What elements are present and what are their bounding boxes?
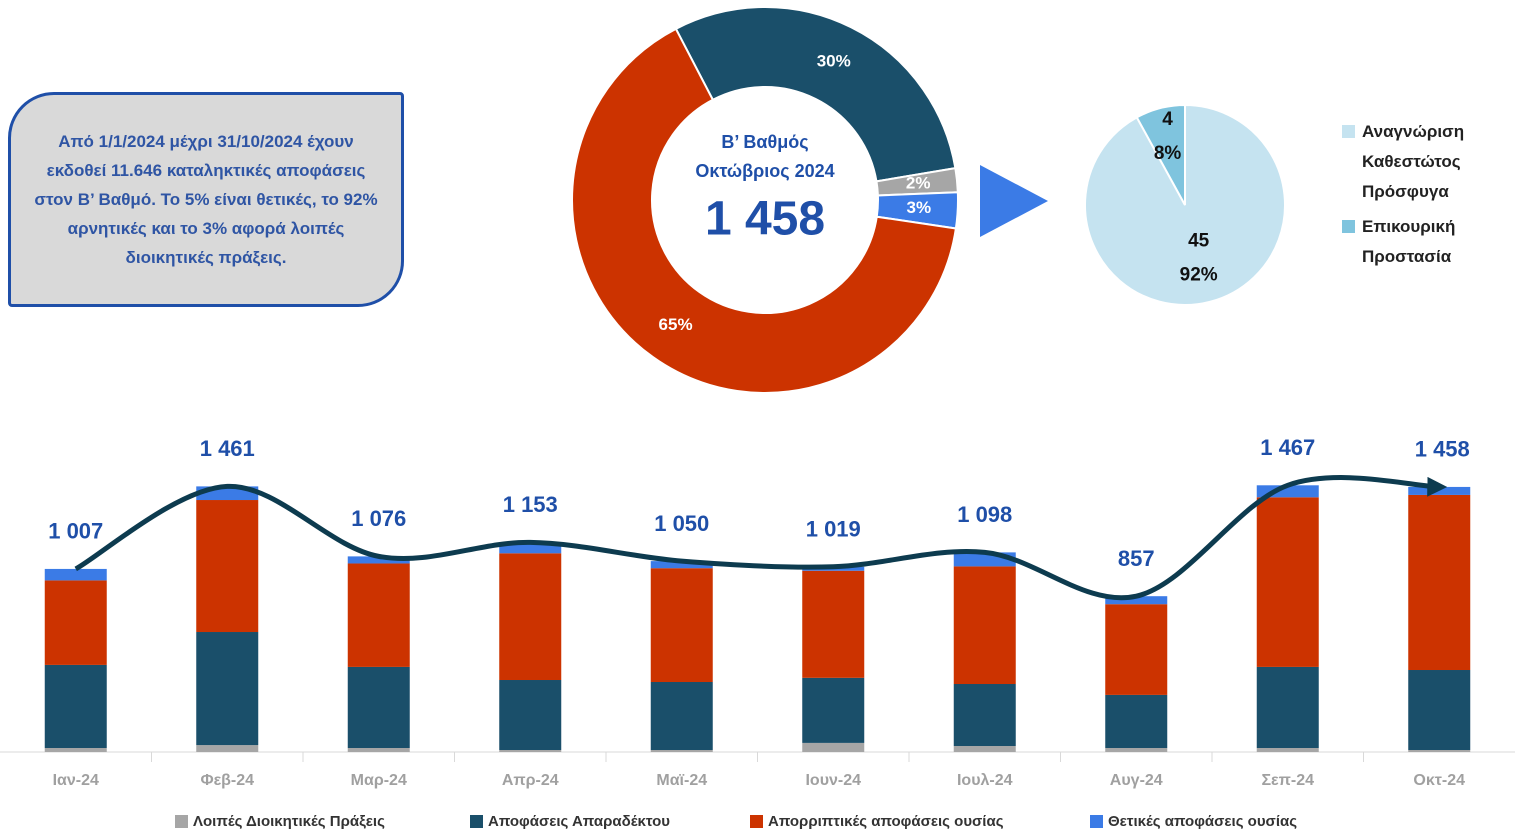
legend-label: Αναγνώριση Καθεστώτος Πρόσφυγα	[1362, 122, 1465, 201]
center-title: Β’ Βαθμός	[721, 132, 808, 152]
x-tick-label: Μαϊ-24	[656, 772, 707, 789]
bar-segment	[953, 746, 1016, 752]
bar-segment	[1105, 604, 1168, 695]
x-tick-label: Οκτ-24	[1413, 772, 1465, 789]
bar-segment	[499, 542, 562, 554]
bar-segment	[347, 666, 410, 749]
center-total: 1 458	[705, 193, 825, 246]
x-tick-label: Μαρ-24	[351, 772, 407, 789]
legend-swatch	[175, 815, 188, 828]
pie-slice	[674, 6, 957, 183]
total-label: 1 076	[351, 506, 406, 531]
summary-note: Από 1/1/2024 μέχρι 31/10/2024 έχουν εκδο…	[8, 92, 404, 307]
bar-segment	[1105, 694, 1168, 749]
bar-segment	[1256, 666, 1319, 749]
bar-segment	[1408, 750, 1471, 752]
total-label: 1 153	[503, 492, 558, 517]
bar-segment	[347, 556, 410, 564]
bar-segment	[196, 500, 259, 633]
legend-label: Απορριπτικές αποφάσεις ουσίας	[768, 813, 1004, 830]
total-label: 1 458	[1415, 437, 1470, 462]
bar-segment	[1256, 497, 1319, 667]
bar-segment	[44, 664, 107, 749]
bar-segment	[802, 570, 865, 678]
bar-segment	[650, 750, 713, 752]
trend-line	[74, 475, 1448, 601]
x-tick-label: Ιουν-24	[805, 772, 861, 789]
bar-segment	[1256, 748, 1319, 752]
legend-label: Λοιπές Διοικητικές Πράξεις	[193, 813, 385, 830]
data-label: 8%	[1154, 143, 1182, 164]
bar-segment	[802, 742, 865, 752]
bar-segment	[1408, 486, 1471, 495]
legend-label: Επικουρική Προστασία	[1362, 217, 1456, 266]
bar-segment	[1408, 670, 1471, 751]
center-title: Οκτώβριος 2024	[695, 161, 834, 181]
bar-segment	[196, 632, 259, 746]
x-tick-label: Απρ-24	[502, 772, 559, 789]
bar-segment	[499, 553, 562, 681]
bar-segment	[499, 680, 562, 751]
bar-segment	[44, 748, 107, 752]
bar-segment	[1256, 485, 1319, 498]
legend-swatch	[1342, 220, 1355, 233]
bar-segment	[44, 568, 107, 581]
data-label: 92%	[1180, 264, 1218, 285]
bar-segment	[1105, 748, 1168, 752]
x-tick-label: Σεπ-24	[1261, 772, 1314, 789]
data-label: 3%	[906, 198, 931, 217]
total-label: 1 098	[957, 502, 1012, 527]
bar-segment	[802, 677, 865, 743]
bar-segment	[499, 750, 562, 752]
x-tick-label: Ιαν-24	[53, 772, 99, 789]
arrow-pointer	[980, 165, 1048, 237]
x-tick-label: Φεβ-24	[200, 772, 254, 789]
x-tick-label: Αυγ-24	[1110, 772, 1163, 789]
count-label: 45	[1188, 230, 1210, 251]
pie-slice	[1135, 103, 1186, 206]
total-label: 1 050	[654, 511, 709, 536]
bar-segment	[1105, 596, 1168, 605]
legend-label: Αποφάσεις Απαραδέκτου	[488, 813, 670, 830]
total-label: 857	[1118, 546, 1155, 571]
bar-segment	[347, 748, 410, 752]
bar-segment	[44, 580, 107, 665]
bar-segment	[650, 561, 713, 569]
total-label: 1 007	[48, 519, 103, 544]
data-label: 65%	[659, 315, 693, 334]
legend-label: Θετικές αποφάσεις ουσίας	[1108, 813, 1297, 830]
data-label: 2%	[906, 174, 931, 193]
bar-segment	[650, 568, 713, 683]
total-label: 1 467	[1260, 435, 1315, 460]
bar-segment	[1408, 494, 1471, 671]
legend-swatch	[1090, 815, 1103, 828]
legend-swatch	[1342, 125, 1355, 138]
bar-segment	[650, 682, 713, 751]
x-tick-label: Ιουλ-24	[957, 772, 1013, 789]
pie-slice	[571, 27, 958, 394]
legend-swatch	[750, 815, 763, 828]
legend-swatch	[470, 815, 483, 828]
total-label: 1 019	[806, 517, 861, 542]
bar-segment	[196, 745, 259, 752]
bar-segment	[953, 566, 1016, 685]
count-label: 4	[1162, 109, 1173, 130]
data-label: 30%	[817, 52, 851, 71]
bar-segment	[953, 684, 1016, 747]
total-label: 1 461	[200, 436, 255, 461]
bar-segment	[347, 563, 410, 667]
